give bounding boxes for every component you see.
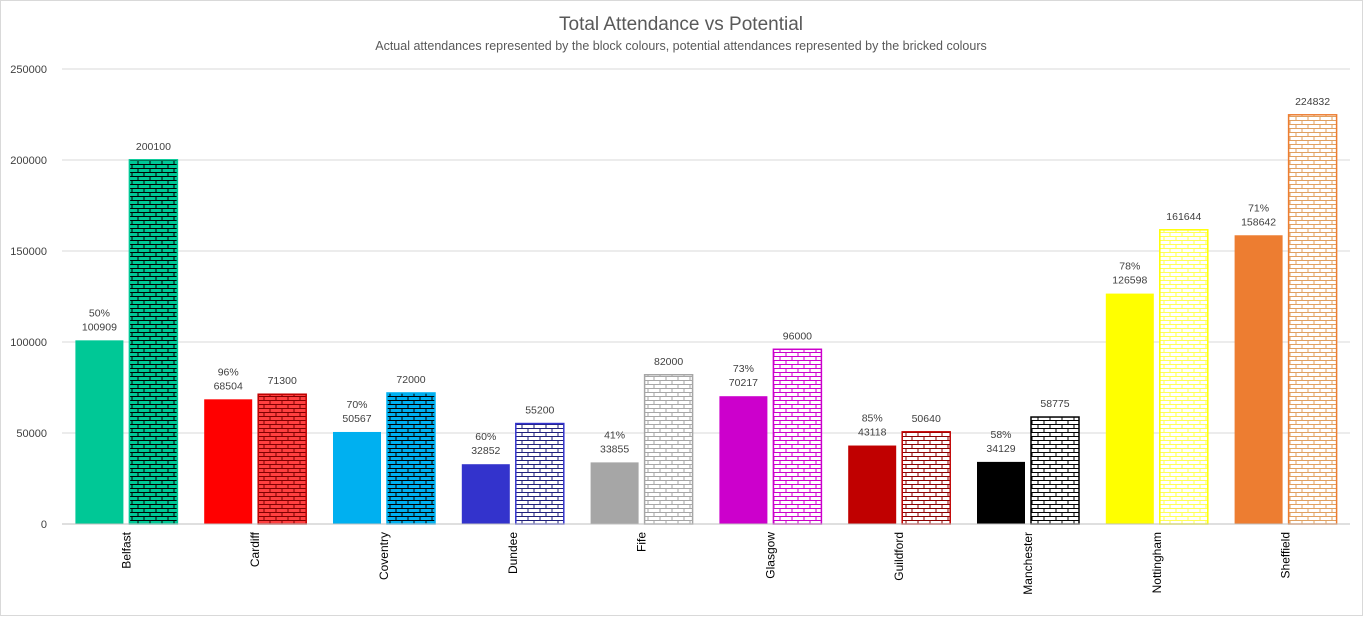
x-tick-label: Cardiff [248, 531, 262, 567]
y-tick-label: 100000 [10, 337, 47, 349]
x-tick-label: Guildford [892, 532, 906, 581]
bar-actual-fife [590, 462, 639, 524]
bar-potential-sheffield [1287, 114, 1338, 525]
data-label-potential: 200100 [136, 141, 171, 153]
data-label-potential: 161644 [1166, 211, 1201, 223]
bar-potential-nottingham [1159, 229, 1209, 525]
x-tick-label: Coventry [377, 532, 391, 580]
bar-potential-guildford [901, 431, 951, 525]
bar-actual-cardiff [204, 399, 253, 524]
data-label-percent: 41% [604, 429, 625, 441]
bar-potential-cardiff [257, 393, 307, 525]
bar-actual-dundee [461, 464, 510, 524]
data-label-actual: 100909 [82, 321, 117, 333]
chart-subtitle: Actual attendances represented by the bl… [375, 39, 987, 53]
x-tick-label: Glasgow [763, 532, 777, 579]
y-axis-tick-labels: 0 50000 100000 150000 200000 250000 [10, 64, 47, 531]
bar-potential-manchester [1030, 416, 1080, 525]
bar-potential-glasgow [772, 348, 823, 525]
data-label-potential: 72000 [396, 374, 425, 386]
data-label-potential: 50640 [912, 413, 941, 425]
chart-title: Total Attendance vs Potential [559, 14, 803, 35]
x-tick-label: Sheffield [1279, 532, 1293, 578]
data-label-actual: 68504 [214, 380, 243, 392]
bar-actual-nottingham [1105, 293, 1154, 524]
data-label-actual: 50567 [342, 413, 371, 425]
data-label-actual: 158642 [1241, 216, 1276, 228]
x-tick-label: Belfast [119, 531, 133, 568]
data-label-actual: 70217 [729, 377, 758, 389]
x-tick-label: Dundee [506, 532, 520, 574]
bar-actual-glasgow [719, 396, 768, 524]
data-label-percent: 70% [346, 399, 367, 411]
data-label-percent: 85% [862, 413, 883, 425]
bar-potential-fife [643, 374, 694, 525]
data-label-actual: 34129 [986, 443, 1015, 455]
y-tick-label: 50000 [16, 428, 47, 440]
data-label-potential: 55200 [525, 405, 554, 417]
x-tick-label: Nottingham [1150, 532, 1164, 593]
x-tick-label: Manchester [1021, 532, 1035, 595]
bar-actual-coventry [333, 431, 381, 524]
data-label-percent: 96% [218, 366, 239, 378]
data-label-actual: 43118 [858, 427, 887, 439]
bars [75, 114, 1338, 525]
y-tick-label: 200000 [10, 155, 47, 167]
data-label-actual: 32852 [471, 445, 500, 457]
x-axis-tick-labels: Belfast Cardiff Coventry Dundee Fife Glasgow G… [62, 523, 1350, 595]
data-label-potential: 58775 [1040, 398, 1069, 410]
bar-potential-belfast [128, 159, 179, 525]
data-label-potential: 71300 [268, 375, 297, 387]
x-tick-label: Fife [635, 532, 649, 552]
bar-potential-coventry [386, 392, 436, 525]
data-label-percent: 71% [1248, 202, 1269, 214]
data-label-potential: 82000 [654, 356, 683, 368]
bar-actual-sheffield [1234, 235, 1283, 525]
data-labels: 50% 100909 200100 96% 68504 71300 70% 50567 7200… [82, 96, 1330, 457]
y-tick-label: 150000 [10, 246, 47, 258]
data-label-percent: 50% [89, 307, 110, 319]
data-label-percent: 60% [475, 431, 496, 443]
data-label-potential: 224832 [1295, 96, 1330, 108]
y-tick-label: 0 [41, 519, 47, 531]
data-label-actual: 126598 [1112, 275, 1147, 287]
data-label-potential: 96000 [783, 330, 812, 342]
bar-actual-guildford [848, 445, 897, 524]
y-tick-label: 250000 [10, 64, 47, 76]
data-label-percent: 78% [1119, 261, 1140, 273]
bar-actual-manchester [977, 461, 1025, 524]
data-label-percent: 73% [733, 363, 754, 375]
bar-potential-dundee [515, 422, 565, 525]
data-label-actual: 33855 [600, 443, 629, 455]
data-label-percent: 58% [990, 429, 1011, 441]
bar-actual-belfast [75, 340, 124, 524]
